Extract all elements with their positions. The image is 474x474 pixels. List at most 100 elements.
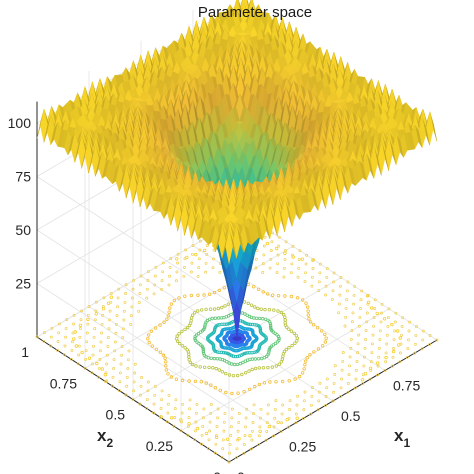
contour-dot <box>91 353 95 357</box>
contour-dot <box>266 365 270 370</box>
y-axis-line <box>36 336 230 463</box>
contour-dot <box>298 374 302 379</box>
contour-dot <box>190 261 194 265</box>
contour-dot <box>261 271 265 274</box>
contour-dot <box>420 347 424 351</box>
contour-dot <box>187 416 191 420</box>
contour-dot <box>246 301 250 306</box>
contour-dot <box>140 376 144 379</box>
contour-dot <box>298 249 302 253</box>
contour-dot <box>310 275 314 279</box>
contour-dot <box>166 372 170 376</box>
contour-dot <box>291 244 295 248</box>
contour-dot <box>208 429 212 433</box>
y-tick-label: 0.75 <box>50 375 77 391</box>
contour-dot <box>295 416 299 420</box>
contour-dot <box>261 290 265 294</box>
contour-dot <box>105 353 109 357</box>
contour-dot <box>63 344 67 348</box>
contour-dot <box>240 372 244 377</box>
contour-dot <box>365 311 369 315</box>
contour-dot <box>114 331 118 335</box>
contour-dot <box>242 351 247 356</box>
contour-dot <box>383 369 387 372</box>
contour-dot <box>261 262 265 266</box>
contour-dot <box>209 383 213 387</box>
contour-dot <box>228 451 232 455</box>
contour-dot <box>274 246 279 251</box>
contour-dot <box>176 261 180 265</box>
contour-dot <box>234 456 238 460</box>
contour-dot <box>325 275 329 279</box>
contour-dot <box>108 309 112 313</box>
contour-dot <box>266 292 270 296</box>
contour-dot <box>401 316 405 320</box>
contour-dot <box>370 342 374 346</box>
contour-dot <box>370 351 374 355</box>
contour-dot <box>324 336 328 340</box>
contour-dot <box>77 353 81 357</box>
contour-dot <box>132 389 136 393</box>
contour-dot <box>78 327 82 330</box>
contour-dot <box>203 324 207 328</box>
contour-dot <box>121 327 125 331</box>
gridline-x-floor <box>244 214 438 341</box>
contour-dot <box>204 431 209 436</box>
contour-dot <box>296 394 300 398</box>
contour-dot <box>362 355 366 359</box>
contour-dot <box>152 292 156 296</box>
contour-dot <box>186 433 190 437</box>
contour-dot <box>294 412 298 416</box>
contour-dot <box>209 411 213 415</box>
contour-dot <box>304 271 308 275</box>
contour-dot <box>268 266 272 270</box>
contour-dot <box>324 395 328 398</box>
contour-dot <box>244 351 248 355</box>
contour-dot <box>408 320 412 324</box>
z-tick-label: 100 <box>8 115 32 131</box>
contour-dot <box>84 349 88 353</box>
contour-dot <box>237 420 241 424</box>
contour-dot <box>154 265 158 269</box>
contour-dot <box>282 275 286 279</box>
contour-dot <box>289 271 293 275</box>
contour-dot <box>251 421 255 424</box>
contour-dot <box>158 350 163 354</box>
contour-dot <box>373 307 377 311</box>
contour-dot <box>182 266 186 269</box>
contour-dot <box>190 313 195 317</box>
contour-dot <box>69 357 73 361</box>
contour-dot <box>195 426 200 431</box>
contour-dot <box>325 386 329 390</box>
contour-dot <box>400 333 404 337</box>
contour-dot <box>95 361 99 366</box>
y-tick-label: 1 <box>21 344 29 360</box>
contour-dot <box>213 451 217 455</box>
contour-dot <box>202 248 207 253</box>
contour-dot <box>174 377 179 381</box>
contour-dot <box>166 411 170 415</box>
contour-dot <box>324 284 328 288</box>
contour-dot <box>35 335 39 339</box>
contour-dot <box>159 407 163 410</box>
contour-dot <box>396 329 400 333</box>
contour-dot <box>175 339 180 343</box>
contour-dot <box>153 393 157 397</box>
contour-dot <box>413 342 417 346</box>
contour-dot <box>125 384 129 388</box>
z-tick-label: 25 <box>15 276 31 292</box>
contour-dot <box>295 339 299 343</box>
contour-dot <box>258 325 262 329</box>
contour-dot <box>223 411 227 415</box>
contour-dot <box>232 362 237 367</box>
contour-dot <box>190 252 194 256</box>
contour-dot <box>164 364 168 368</box>
contour-dot <box>306 309 310 313</box>
contour-dot <box>263 235 267 239</box>
floor-contours <box>35 213 439 464</box>
contour-dot <box>366 293 370 297</box>
contour-dot <box>391 355 395 359</box>
contour-dot <box>263 307 267 312</box>
contour-dot <box>317 399 321 403</box>
contour-dot <box>352 302 356 306</box>
